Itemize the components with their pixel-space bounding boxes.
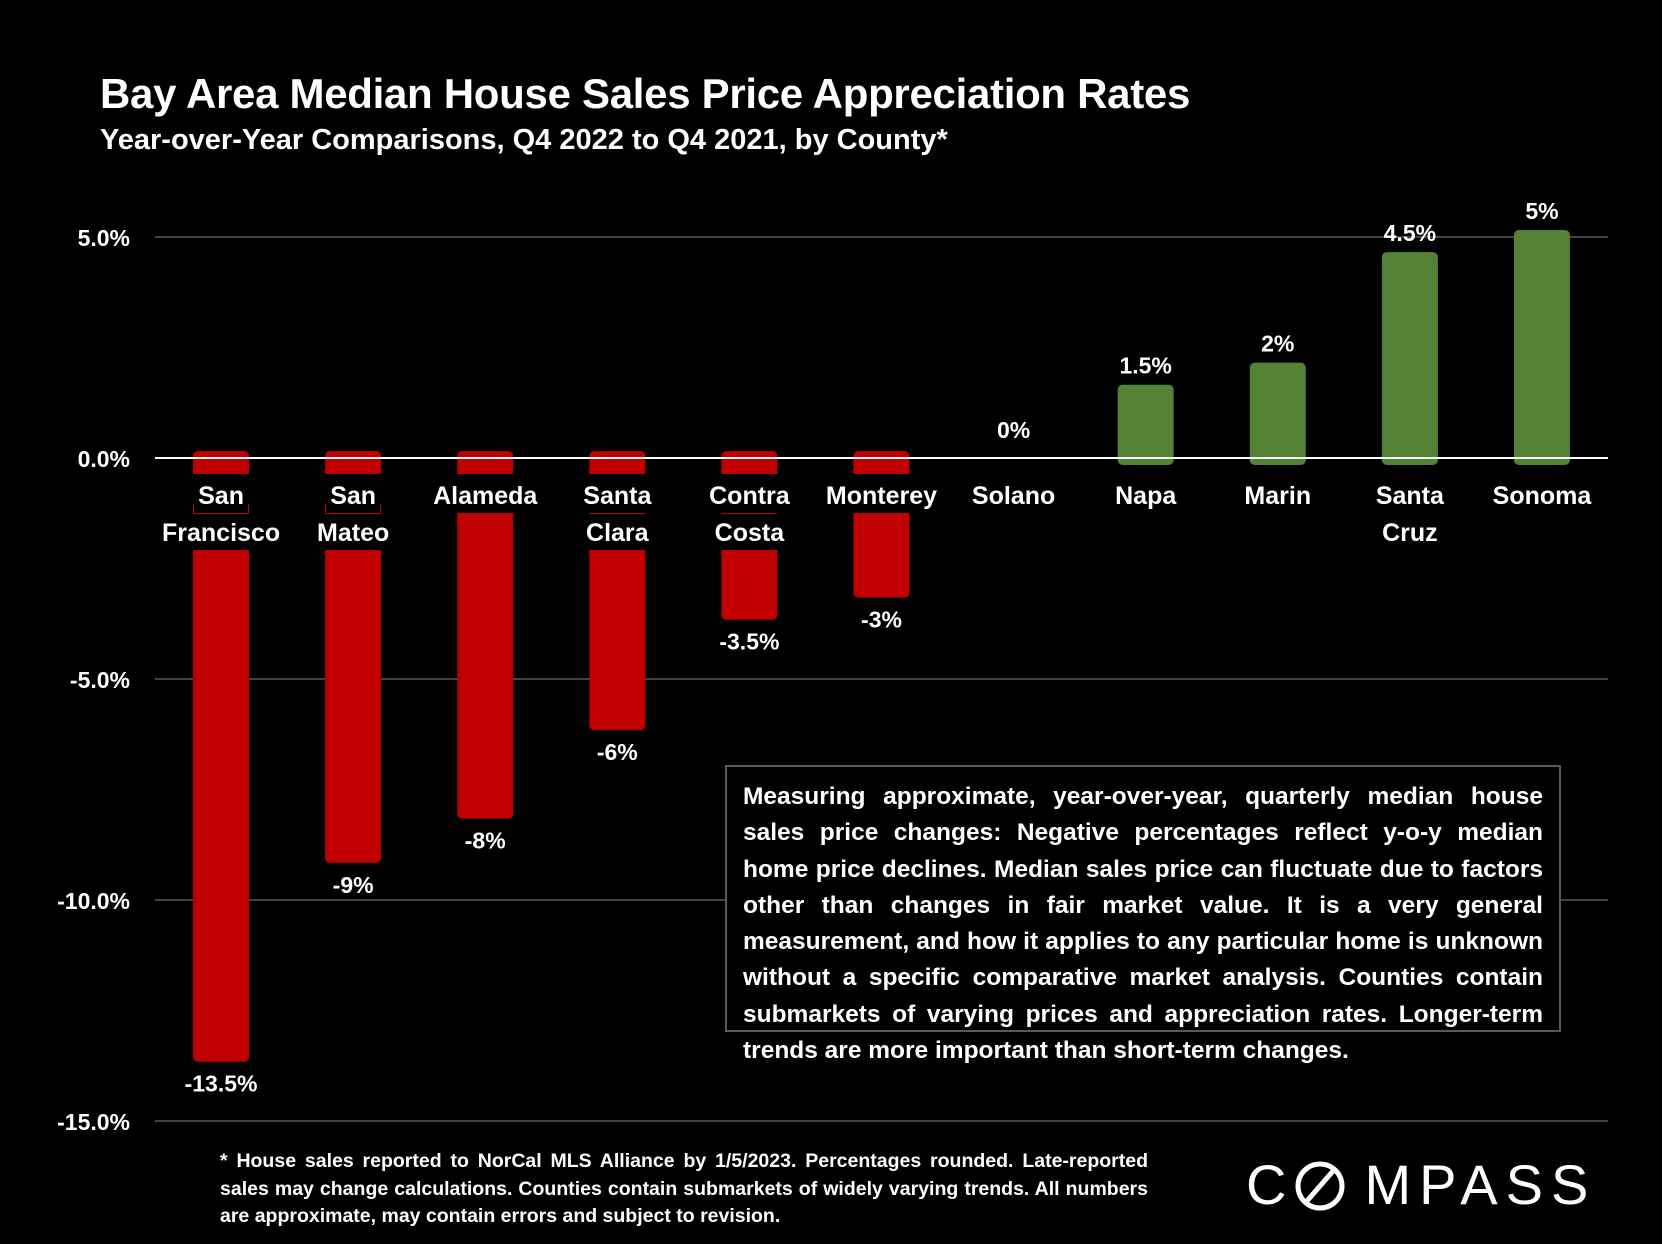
category-label: Santa xyxy=(583,482,652,510)
category-label-bg xyxy=(576,477,659,513)
data-label: -3.5% xyxy=(719,629,779,655)
logo-o-glyph xyxy=(1294,1160,1356,1211)
category-label-bg xyxy=(194,477,249,513)
category-label: Mateo xyxy=(317,519,389,547)
category-label-bg xyxy=(819,477,944,513)
bar xyxy=(1117,384,1174,465)
category-label-bg xyxy=(1368,477,1451,513)
y-tick-label: -10.0% xyxy=(57,888,130,914)
y-tick-label: 0.0% xyxy=(78,446,130,472)
data-label: 1.5% xyxy=(1119,353,1171,379)
category-label: Monterey xyxy=(826,482,937,510)
category-label: Marin xyxy=(1244,482,1311,510)
logo-text-mpass: MPASS xyxy=(1364,1153,1597,1216)
data-label: -13.5% xyxy=(185,1071,258,1097)
data-label: -8% xyxy=(465,828,506,854)
footnote: * House sales reported to NorCal MLS All… xyxy=(220,1150,1148,1227)
chart-title: Bay Area Median House Sales Price Apprec… xyxy=(100,70,1191,117)
category-label-bg xyxy=(312,514,395,550)
category-label: Santa xyxy=(1376,482,1445,510)
compass-logo: C MPASS xyxy=(1246,1152,1596,1218)
y-tick-label: -15.0% xyxy=(57,1109,130,1135)
category-label-bg xyxy=(965,477,1062,513)
bar xyxy=(1513,230,1570,465)
data-label: -3% xyxy=(861,607,902,633)
data-label: -6% xyxy=(597,739,638,765)
category-label-bg xyxy=(701,477,798,513)
category-label: Solano xyxy=(972,482,1055,510)
category-label-bg xyxy=(430,477,541,513)
category-label-bg xyxy=(576,514,659,550)
y-tick-label: 5.0% xyxy=(78,225,130,251)
category-label-bg xyxy=(326,477,381,513)
bar xyxy=(1381,252,1438,465)
category-label: Cruz xyxy=(1382,519,1438,547)
data-label: -9% xyxy=(333,872,374,898)
data-label: 0% xyxy=(997,417,1030,443)
category-label: Clara xyxy=(586,519,650,547)
category-label: Contra xyxy=(709,482,791,510)
data-label: 2% xyxy=(1261,331,1294,357)
category-label: Sonoma xyxy=(1493,482,1593,510)
category-label: Napa xyxy=(1115,482,1177,510)
category-label: San xyxy=(330,482,376,510)
category-label-bg xyxy=(152,514,291,550)
bar xyxy=(325,451,382,863)
category-label-bg xyxy=(1493,477,1590,513)
category-label-bg xyxy=(708,514,791,550)
category-label: San xyxy=(198,482,244,510)
bar xyxy=(853,451,910,598)
data-label: 5% xyxy=(1525,198,1558,224)
category-label: Alameda xyxy=(433,482,538,510)
data-label: 4.5% xyxy=(1384,220,1436,246)
chart-subtitle: Year-over-Year Comparisons, Q4 2022 to Q… xyxy=(100,124,948,156)
y-tick-label: -5.0% xyxy=(70,667,130,693)
category-label-bg xyxy=(1111,477,1180,513)
note-box: Measuring approximate, year-over-year, q… xyxy=(725,765,1561,1064)
bar xyxy=(1249,362,1306,465)
category-label-bg xyxy=(1236,477,1319,513)
category-label-bg xyxy=(1375,514,1444,550)
category-label: Francisco xyxy=(162,519,280,547)
bar xyxy=(457,451,514,819)
logo-text-c: C xyxy=(1246,1153,1295,1216)
bar xyxy=(193,451,250,1062)
category-label: Costa xyxy=(715,519,786,547)
